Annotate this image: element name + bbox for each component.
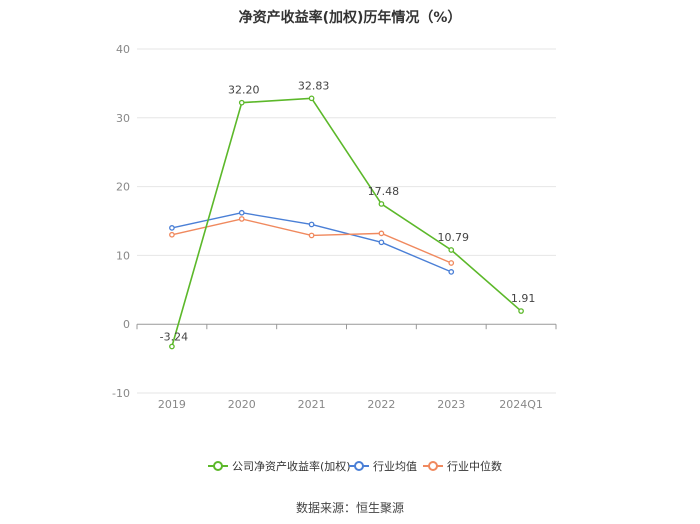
y-tick-label: 20 xyxy=(116,181,130,194)
data-point xyxy=(169,225,175,231)
source-note: 数据来源：恒生聚源 xyxy=(296,500,404,515)
data-point xyxy=(448,247,455,253)
data-point xyxy=(378,230,385,237)
legend: 公司净资产收益率(加权) 行业均值 行业中位数 xyxy=(208,459,502,473)
data-label: 17.48 xyxy=(368,185,400,198)
data-label: 1.91 xyxy=(511,292,536,305)
data-labels: -3.24 32.20 32.83 17.48 10.79 1.91 xyxy=(160,79,536,343)
data-label: 32.20 xyxy=(228,84,260,97)
x-tick-label: 2020 xyxy=(228,398,256,411)
data-point xyxy=(518,308,524,314)
series-lines xyxy=(169,95,524,350)
data-point xyxy=(378,239,385,246)
legend-label: 行业均值 xyxy=(373,460,417,473)
legend-marker xyxy=(428,461,438,471)
y-tick-label: 0 xyxy=(123,318,130,331)
y-tick-label: -10 xyxy=(112,387,130,400)
y-tick-label: 40 xyxy=(116,43,130,56)
data-point xyxy=(169,231,175,238)
legend-label: 公司净资产收益率(加权) xyxy=(232,459,351,473)
data-point xyxy=(238,209,245,216)
data-label: 32.83 xyxy=(298,79,330,92)
legend-marker xyxy=(213,461,223,471)
data-point xyxy=(448,269,455,275)
grid-lines xyxy=(137,48,556,394)
y-tick-label: 10 xyxy=(116,249,130,262)
data-point xyxy=(238,216,245,222)
data-point xyxy=(448,260,455,266)
data-label: -3.24 xyxy=(160,330,188,343)
y-tick-label: 30 xyxy=(116,112,130,125)
data-point xyxy=(169,343,175,350)
data-point xyxy=(308,95,315,102)
y-axis: -10 0 10 20 30 40 xyxy=(112,43,130,400)
data-point xyxy=(308,232,315,239)
data-label: 10.79 xyxy=(438,231,470,244)
x-tick-label: 2019 xyxy=(158,398,186,411)
x-tick-label: 2024Q1 xyxy=(499,398,543,411)
data-point xyxy=(308,221,315,228)
legend-marker xyxy=(354,461,364,471)
legend-label: 行业中位数 xyxy=(447,459,502,473)
x-tick-label: 2023 xyxy=(437,398,465,411)
x-axis: 2019 2020 2021 2022 2023 2024Q1 xyxy=(136,324,557,411)
data-point xyxy=(238,99,245,106)
chart-title: 净资产收益率(加权)历年情况（%） xyxy=(239,9,462,26)
series-line-0 xyxy=(171,97,522,347)
x-tick-label: 2021 xyxy=(298,398,326,411)
data-point xyxy=(378,201,385,207)
x-tick-label: 2022 xyxy=(367,398,395,411)
